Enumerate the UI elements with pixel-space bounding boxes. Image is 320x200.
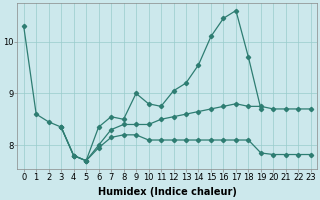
X-axis label: Humidex (Indice chaleur): Humidex (Indice chaleur) [98, 187, 237, 197]
